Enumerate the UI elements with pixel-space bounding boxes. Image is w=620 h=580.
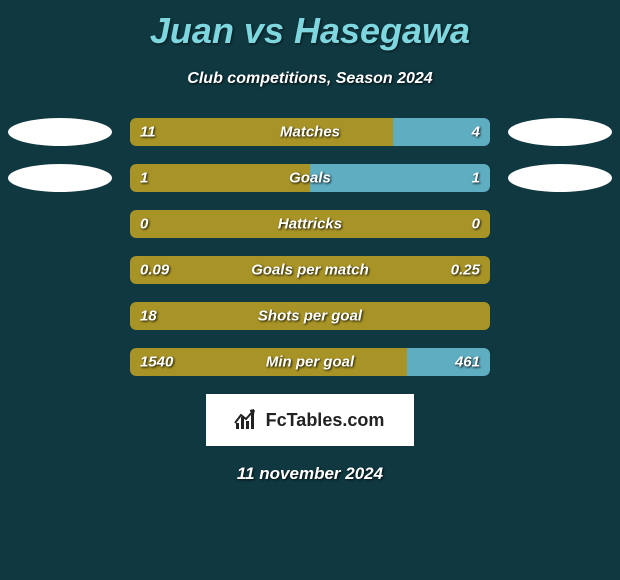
bar-chart-icon bbox=[236, 411, 260, 429]
date-line: 11 november 2024 bbox=[0, 464, 620, 484]
left-value: 18 bbox=[140, 308, 157, 325]
left-team-ellipse bbox=[8, 348, 112, 376]
right-team-ellipse bbox=[508, 118, 612, 146]
left-team-ellipse bbox=[8, 302, 112, 330]
stat-name: Hattricks bbox=[278, 216, 342, 233]
left-value: 1 bbox=[140, 170, 148, 187]
comparison-area: 11 Matches 4 1 Goals 1 0 Hattricks 0 0.09 Goals pe… bbox=[0, 88, 620, 376]
right-team-ellipse bbox=[508, 210, 612, 238]
right-value: 1 bbox=[472, 170, 480, 187]
stat-row: 1 Goals 1 bbox=[8, 164, 612, 192]
bar-left-segment bbox=[130, 164, 310, 192]
stat-bar: 11 Matches 4 bbox=[130, 118, 490, 146]
left-value: 1540 bbox=[140, 354, 173, 371]
stat-bar: 1 Goals 1 bbox=[130, 164, 490, 192]
stat-bar: 18 Shots per goal bbox=[130, 302, 490, 330]
stat-row: 11 Matches 4 bbox=[8, 118, 612, 146]
right-team-ellipse bbox=[508, 256, 612, 284]
left-value: 0.09 bbox=[140, 262, 169, 279]
stat-name: Min per goal bbox=[266, 354, 354, 371]
right-value: 461 bbox=[455, 354, 480, 371]
left-value: 11 bbox=[140, 124, 156, 141]
stat-row: 0.09 Goals per match 0.25 bbox=[8, 256, 612, 284]
right-value: 0.25 bbox=[451, 262, 480, 279]
bar-left-segment bbox=[130, 118, 393, 146]
stat-bar: 0.09 Goals per match 0.25 bbox=[130, 256, 490, 284]
stat-name: Goals per match bbox=[251, 262, 369, 279]
bar-right-segment bbox=[310, 164, 490, 192]
right-value: 4 bbox=[472, 124, 480, 141]
right-team-ellipse bbox=[508, 164, 612, 192]
logo-text: FcTables.com bbox=[266, 410, 385, 431]
stat-name: Shots per goal bbox=[258, 308, 362, 325]
stat-bar: 0 Hattricks 0 bbox=[130, 210, 490, 238]
left-team-ellipse bbox=[8, 118, 112, 146]
logo-box: FcTables.com bbox=[206, 394, 414, 446]
left-team-ellipse bbox=[8, 210, 112, 238]
stat-bar: 1540 Min per goal 461 bbox=[130, 348, 490, 376]
right-value: 0 bbox=[472, 216, 480, 233]
stat-row: 18 Shots per goal bbox=[8, 302, 612, 330]
left-value: 0 bbox=[140, 216, 148, 233]
stat-name: Goals bbox=[289, 170, 331, 187]
right-team-ellipse bbox=[508, 302, 612, 330]
stat-row: 1540 Min per goal 461 bbox=[8, 348, 612, 376]
stat-name: Matches bbox=[280, 124, 340, 141]
left-team-ellipse bbox=[8, 256, 112, 284]
page-title: Juan vs Hasegawa bbox=[0, 0, 620, 52]
page-subtitle: Club competitions, Season 2024 bbox=[0, 70, 620, 88]
stat-row: 0 Hattricks 0 bbox=[8, 210, 612, 238]
left-team-ellipse bbox=[8, 164, 112, 192]
right-team-ellipse bbox=[508, 348, 612, 376]
